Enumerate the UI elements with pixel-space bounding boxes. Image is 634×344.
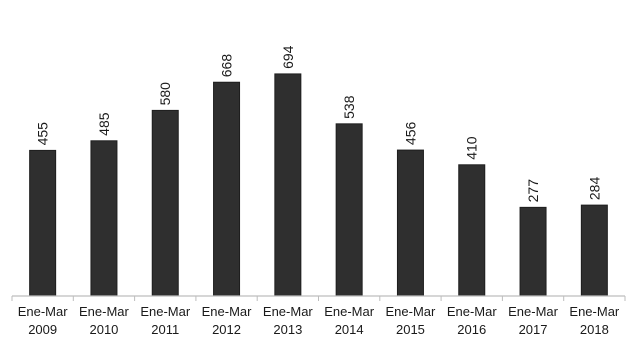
x-tick-label-period: Ene-Mar: [140, 304, 191, 319]
x-tick-label-year: 2015: [396, 322, 425, 337]
data-label: 410: [464, 136, 480, 160]
x-tick-label-period: Ene-Mar: [447, 304, 498, 319]
x-tick-label-period: Ene-Mar: [202, 304, 253, 319]
x-tick-label-period: Ene-Mar: [18, 304, 69, 319]
bar: [396, 149, 424, 297]
x-tick-label-year: 2018: [580, 322, 609, 337]
x-tick-label-year: 2012: [212, 322, 241, 337]
x-tick-label-period: Ene-Mar: [324, 304, 375, 319]
x-tick-label-year: 2016: [457, 322, 486, 337]
x-tick-label-period: Ene-Mar: [569, 304, 620, 319]
bar: [580, 204, 608, 297]
x-tick-label-period: Ene-Mar: [79, 304, 130, 319]
x-tick-label-year: 2010: [89, 322, 118, 337]
bar: [213, 81, 241, 297]
data-label: 580: [157, 82, 173, 106]
data-label: 284: [586, 177, 602, 201]
data-label: 538: [341, 95, 357, 119]
data-label: 668: [219, 54, 235, 78]
x-tick-label-period: Ene-Mar: [386, 304, 437, 319]
bars-layer: [29, 73, 608, 297]
x-tick-label-year: 2011: [151, 322, 179, 337]
bar: [458, 164, 486, 297]
x-tick-label-year: 2009: [28, 322, 57, 337]
data-label: 277: [525, 179, 541, 203]
x-tick-label-year: 2014: [335, 322, 364, 337]
data-label: 485: [96, 112, 112, 136]
x-tick-label-period: Ene-Mar: [263, 304, 314, 319]
x-axis: [11, 295, 626, 301]
bar: [274, 73, 302, 297]
x-tick-label-period: Ene-Mar: [508, 304, 559, 319]
bar: [151, 109, 179, 297]
data-label: 694: [280, 45, 296, 69]
x-tick-labels-layer: Ene-Mar 2009 Ene-Mar 2010 Ene-Mar 2011 Ene-Mar…: [18, 304, 620, 337]
bar: [519, 206, 547, 297]
x-tick-label-year: 2013: [273, 322, 302, 337]
bar: [29, 149, 57, 297]
x-tick-label-year: 2017: [519, 322, 548, 337]
bar: [335, 123, 363, 297]
bar: [90, 140, 118, 297]
data-label: 455: [35, 122, 51, 146]
data-label: 456: [402, 122, 418, 146]
data-labels-layer: 455 485 580 668 694 538 456 410 277 284: [35, 45, 603, 202]
